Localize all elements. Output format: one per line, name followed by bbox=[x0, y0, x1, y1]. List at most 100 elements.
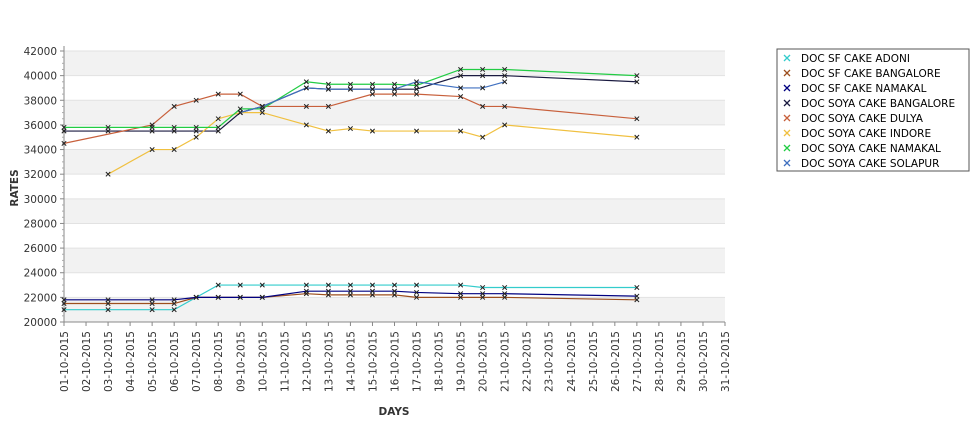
data-point bbox=[303, 122, 309, 128]
legend-marker-icon bbox=[783, 129, 791, 137]
data-point bbox=[502, 294, 508, 300]
data-point bbox=[347, 81, 353, 87]
data-point bbox=[215, 91, 221, 97]
data-point bbox=[325, 86, 331, 92]
data-point bbox=[458, 85, 464, 91]
data-point bbox=[215, 282, 221, 288]
legend-label: DOC SOYA CAKE DULYA bbox=[801, 113, 924, 125]
legend-marker-icon bbox=[783, 144, 791, 152]
y-tick-label: 28000 bbox=[24, 218, 57, 230]
data-point bbox=[325, 282, 331, 288]
x-tick-label: 11-10-2015 bbox=[279, 331, 291, 392]
data-point bbox=[458, 291, 464, 297]
y-axis-ticks: 20000 22000 24000 26000 28000 30000 32000 34000… bbox=[24, 46, 64, 329]
legend-frame bbox=[776, 48, 970, 172]
x-tick-label: 10-10-2015 bbox=[257, 331, 269, 392]
data-point bbox=[61, 307, 67, 313]
data-point bbox=[325, 103, 331, 109]
series-line bbox=[64, 290, 637, 301]
data-point bbox=[413, 82, 420, 89]
legend-label: DOC SOYA CAKE BANGALORE bbox=[801, 98, 955, 110]
data-point bbox=[61, 297, 67, 303]
y-tick-label: 26000 bbox=[24, 243, 57, 255]
legend-marker-icon bbox=[783, 84, 791, 92]
data-point bbox=[259, 103, 265, 109]
data-point bbox=[237, 110, 243, 116]
legend-marker-icon bbox=[783, 54, 791, 62]
x-tick-label: 07-10-2015 bbox=[191, 331, 203, 392]
legend-item: DOC SOYA CAKE BANGALORE bbox=[783, 98, 955, 110]
x-tick-label: 23-10-2015 bbox=[544, 331, 556, 392]
y-tick-label: 34000 bbox=[24, 145, 57, 157]
legend-marker-icon bbox=[783, 69, 791, 77]
legend-label: DOC SF CAKE ADONI bbox=[801, 53, 910, 65]
x-tick-label: 04-10-2015 bbox=[125, 331, 137, 392]
legend-item: DOC SF CAKE NAMAKAL bbox=[783, 83, 927, 95]
data-point bbox=[413, 79, 420, 85]
data-point bbox=[413, 289, 420, 295]
data-point bbox=[480, 291, 486, 297]
data-point bbox=[149, 307, 155, 313]
legend-label: DOC SOYA CAKE INDORE bbox=[801, 128, 931, 140]
data-point bbox=[171, 128, 177, 134]
x-tick-label: 05-10-2015 bbox=[147, 331, 159, 392]
data-point bbox=[105, 171, 111, 177]
legend-label: DOC SF CAKE NAMAKAL bbox=[801, 83, 927, 95]
data-point bbox=[303, 282, 309, 288]
data-point bbox=[634, 284, 640, 291]
data-point bbox=[215, 128, 221, 134]
legend-label: DOC SOYA CAKE SOLAPUR bbox=[801, 158, 939, 170]
grid-band bbox=[64, 149, 725, 175]
data-point bbox=[369, 91, 376, 97]
x-tick-label: 13-10-2015 bbox=[323, 331, 335, 392]
legend-marker-icon bbox=[783, 159, 791, 167]
grid-band bbox=[64, 198, 725, 224]
data-point bbox=[458, 66, 464, 73]
legend-item: DOC SOYA CAKE SOLAPUR bbox=[783, 158, 939, 170]
data-point bbox=[413, 282, 420, 288]
series-line bbox=[64, 284, 637, 311]
legend-marker-icon bbox=[783, 114, 791, 122]
data-point bbox=[215, 116, 221, 122]
y-tick-label: 38000 bbox=[24, 95, 57, 107]
data-point bbox=[171, 307, 177, 313]
data-point bbox=[193, 124, 199, 130]
data-point bbox=[105, 300, 111, 307]
x-tick-label: 26-10-2015 bbox=[610, 331, 622, 392]
data-point bbox=[502, 122, 508, 128]
data-point bbox=[391, 292, 398, 298]
x-tick-label: 16-10-2015 bbox=[390, 331, 402, 392]
data-point bbox=[458, 73, 464, 79]
data-point bbox=[634, 297, 640, 303]
data-point bbox=[634, 73, 640, 79]
data-point bbox=[502, 79, 508, 85]
legend-item: DOC SF CAKE ADONI bbox=[783, 53, 910, 65]
data-point bbox=[369, 282, 376, 288]
series bbox=[237, 79, 508, 116]
x-tick-label: 31-10-2015 bbox=[720, 331, 732, 392]
data-point bbox=[347, 292, 353, 298]
x-tick-label: 17-10-2015 bbox=[412, 331, 424, 392]
data-point bbox=[237, 282, 243, 288]
data-point bbox=[369, 81, 376, 87]
data-point bbox=[347, 126, 353, 132]
grid-lines bbox=[64, 50, 725, 323]
data-point bbox=[480, 85, 486, 91]
grid-band bbox=[64, 248, 725, 273]
data-point bbox=[502, 66, 508, 73]
data-point bbox=[215, 124, 221, 130]
legend-label: DOC SOYA CAKE NAMAKAL bbox=[801, 143, 941, 155]
data-point bbox=[193, 134, 199, 140]
data-point bbox=[237, 91, 243, 97]
data-point bbox=[105, 128, 111, 134]
data-point bbox=[347, 288, 353, 294]
legend-item: DOC SOYA CAKE INDORE bbox=[783, 128, 931, 140]
x-axis-title: DAYS bbox=[378, 406, 409, 418]
series-layer bbox=[61, 66, 640, 313]
series-line bbox=[64, 68, 637, 128]
y-tick-label: 22000 bbox=[24, 292, 57, 304]
grid-band bbox=[64, 51, 725, 76]
data-point bbox=[502, 291, 508, 297]
x-tick-label: 30-10-2015 bbox=[698, 331, 710, 392]
data-point bbox=[61, 300, 67, 307]
